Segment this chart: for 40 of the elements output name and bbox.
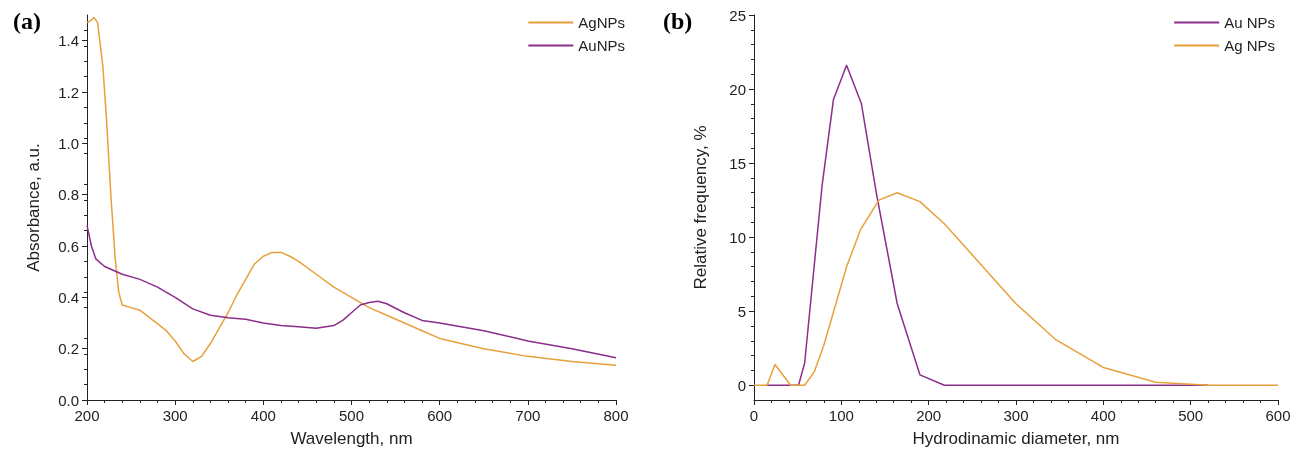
x-tick-label: 400 [250,407,276,424]
x-tick-label: 800 [603,407,629,424]
x-tick-label: 0 [749,407,759,424]
x-axis-title: Wavelength, nm [290,429,413,448]
chart-title: (b) [663,8,693,34]
y-axis-title: Relative frequency, % [691,125,710,290]
x-tick-label: 700 [515,407,541,424]
x-tick-label: 400 [1090,407,1116,424]
y-tick-label: 1.4 [58,32,79,50]
y-tick-label: 1.0 [58,134,79,152]
x-axis-title: Hydrodinamic diameter, nm [912,429,1120,448]
legend-label: AuNPs [578,37,625,54]
x-tick-label: 600 [1265,407,1291,424]
y-tick-label: 1.2 [58,83,79,101]
y-tick-label: 5 [737,302,746,320]
x-tick-label: 500 [338,407,365,424]
line-series [86,224,617,359]
y-axis-title: Absorbance, a.u. [24,143,43,272]
legend-label: AgNPs [578,14,625,31]
x-tick-label: 100 [828,407,854,424]
y-tick-label: 25 [729,6,746,24]
x-tick-label: 600 [427,407,453,424]
y-tick-label: 0.2 [58,340,79,358]
x-tick-label: 200 [74,407,100,424]
y-tick-label: 0.0 [58,391,79,409]
y-tick-label: 20 [729,80,746,98]
x-tick-label: 300 [1003,407,1029,424]
line-series [753,191,1279,386]
y-tick-label: 10 [729,228,746,246]
y-tick-label: 0 [737,376,746,394]
y-tick-label: 0.6 [58,237,79,255]
legend-label: Au NPs [1224,14,1276,31]
x-tick-label: 500 [1178,407,1204,424]
chart-title: (a) [13,8,41,34]
legend-label: Ag NPs [1224,37,1276,54]
y-tick-label: 0.4 [58,288,79,306]
x-tick-label: 200 [916,407,942,424]
y-tick-label: 15 [729,154,746,172]
y-tick-label: 0.8 [58,186,79,204]
x-tick-label: 300 [162,407,188,424]
